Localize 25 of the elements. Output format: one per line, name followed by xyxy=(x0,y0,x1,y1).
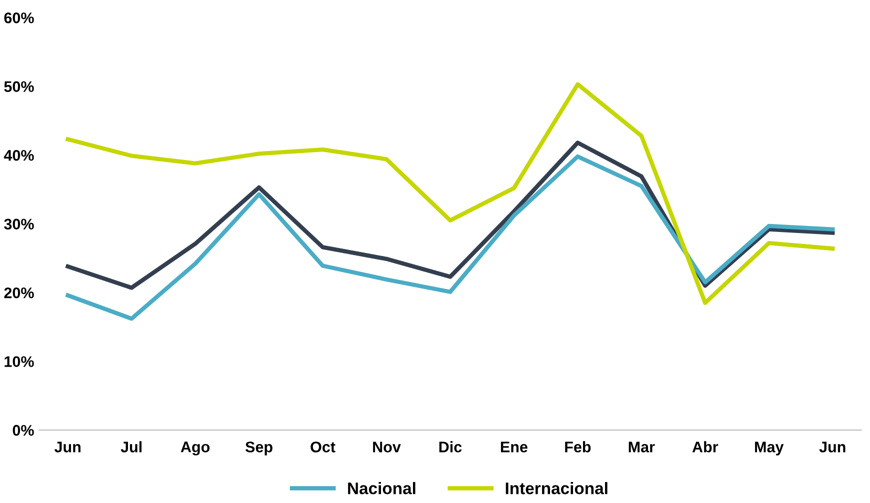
line-series xyxy=(66,82,835,305)
x-tick-label: Jun xyxy=(54,442,80,452)
x-tick-label: Ene xyxy=(500,442,528,452)
legend-label: Internacional xyxy=(506,482,608,494)
x-tick-label: Oct xyxy=(310,442,336,452)
y-tick-label: 10% xyxy=(4,356,34,368)
x-tick-label: Sep xyxy=(245,442,272,456)
x-tick-label: Abr xyxy=(692,441,718,452)
x-tick-label: Jul xyxy=(120,441,142,452)
y-tick-label: 60% xyxy=(4,12,34,24)
y-tick-label: 40% xyxy=(4,150,34,161)
y-tick-label: 30% xyxy=(4,218,34,230)
x-tick-label: Ago xyxy=(180,442,210,456)
x-tick-label: Mar xyxy=(628,442,655,452)
x-tick-label: Dic xyxy=(439,441,462,452)
legend-label: Nacional xyxy=(348,482,416,494)
line-series xyxy=(66,154,835,321)
x-tick-label: Nov xyxy=(373,442,401,452)
y-tick-label: 0% xyxy=(12,424,34,436)
y-tick-label: 20% xyxy=(4,287,34,298)
x-tick-label: Feb xyxy=(565,441,591,452)
y-tick-label: 50% xyxy=(4,81,34,92)
x-tick-label: May xyxy=(755,442,784,456)
x-tick-label: Jun xyxy=(819,442,846,452)
line-series xyxy=(66,140,835,290)
